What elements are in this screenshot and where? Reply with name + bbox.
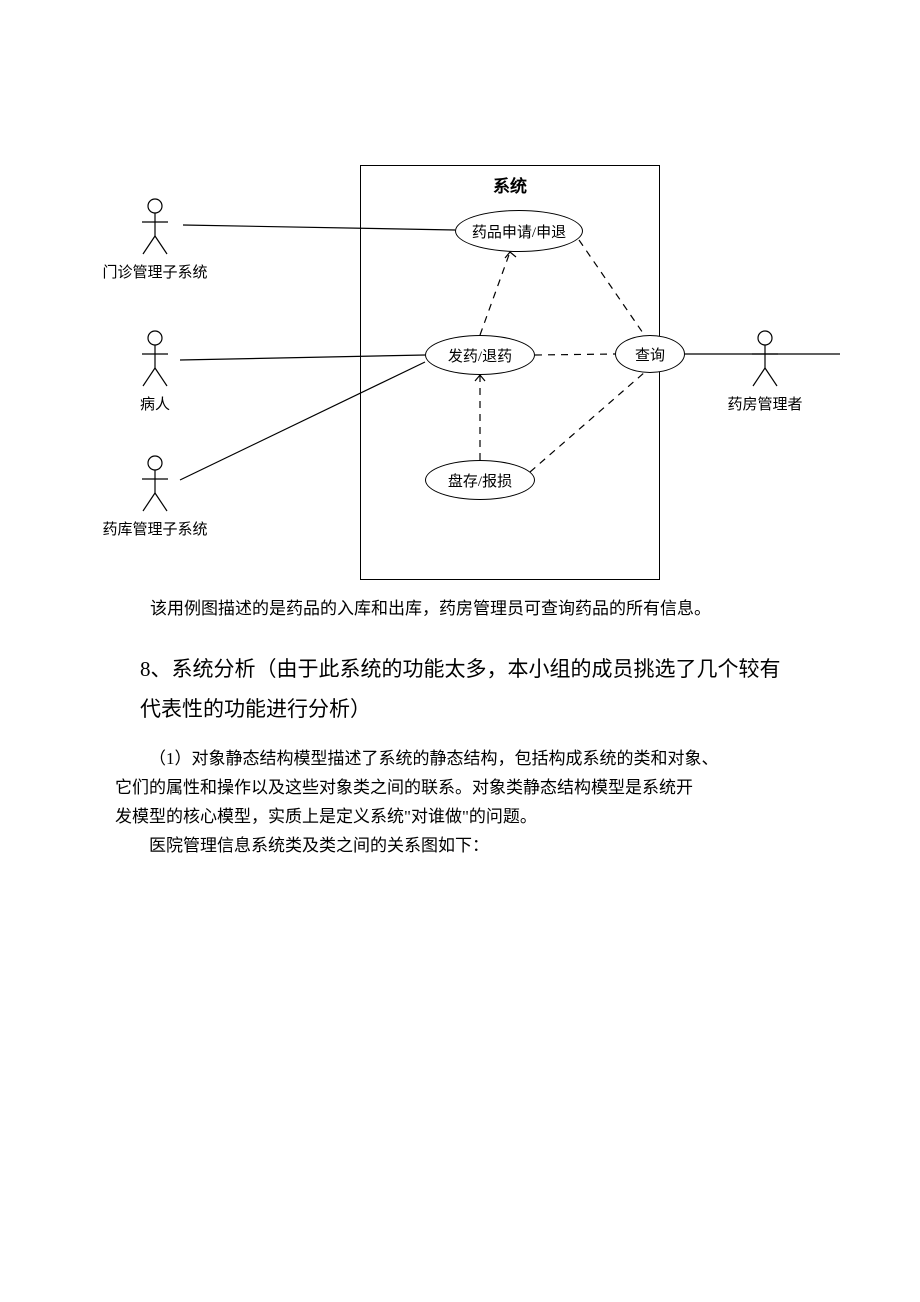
- section-heading: 8、系统分析（由于此系统的功能太多，本小组的成员挑选了几个较有代表性的功能进行分…: [140, 650, 800, 730]
- stick-figure-icon: [135, 198, 175, 258]
- usecase-label: 药品申请/申退: [472, 221, 566, 242]
- usecase-query: 查询: [615, 335, 685, 373]
- stick-figure-icon: [135, 455, 175, 515]
- stick-figure-icon: [135, 330, 175, 390]
- actor-label: 药库管理子系统: [95, 518, 215, 539]
- usecase-inventory-loss: 盘存/报损: [425, 460, 535, 500]
- actor-pharmacy-manager: 药房管理者: [720, 330, 810, 414]
- actor-label: 药房管理者: [720, 393, 810, 414]
- actor-pharmacy-warehouse-subsystem: 药库管理子系统: [95, 455, 215, 539]
- para-line: 医院管理信息系统类及类之间的关系图如下：: [115, 832, 815, 861]
- usecase-drug-request: 药品申请/申退: [455, 210, 583, 252]
- caption-text: 该用例图描述的是药品的入库和出库，药房管理员可查询药品的所有信息。: [150, 599, 711, 618]
- usecase-label: 发药/退药: [448, 345, 512, 366]
- actor-patient: 病人: [130, 330, 180, 414]
- para-line: （1）对象静态结构模型描述了系统的静态结构，包括构成系统的类和对象、: [115, 745, 815, 774]
- system-title: 系统: [361, 172, 659, 197]
- actor-label: 门诊管理子系统: [95, 261, 215, 282]
- usecase-dispense-return: 发药/退药: [425, 335, 535, 375]
- para-line: 发模型的核心模型，实质上是定义系统"对谁做"的问题。: [115, 803, 815, 832]
- usecase-label: 盘存/报损: [448, 470, 512, 491]
- heading-text: 8、系统分析（由于此系统的功能太多，本小组的成员挑选了几个较有代表性的功能进行分…: [140, 657, 781, 721]
- diagram-caption: 该用例图描述的是药品的入库和出库，药房管理员可查询药品的所有信息。: [150, 595, 830, 624]
- para-line: 它们的属性和操作以及这些对象类之间的联系。对象类静态结构模型是系统开: [115, 774, 815, 803]
- usecase-label: 查询: [635, 344, 665, 365]
- paragraph-1: （1）对象静态结构模型描述了系统的静态结构，包括构成系统的类和对象、 它们的属性…: [115, 745, 815, 861]
- use-case-diagram: 系统 门诊管理子系统 病人 药库管理子系统: [0, 130, 920, 730]
- actor-outpatient-subsystem: 门诊管理子系统: [95, 198, 215, 282]
- stick-figure-icon: [745, 330, 785, 390]
- actor-label: 病人: [130, 393, 180, 414]
